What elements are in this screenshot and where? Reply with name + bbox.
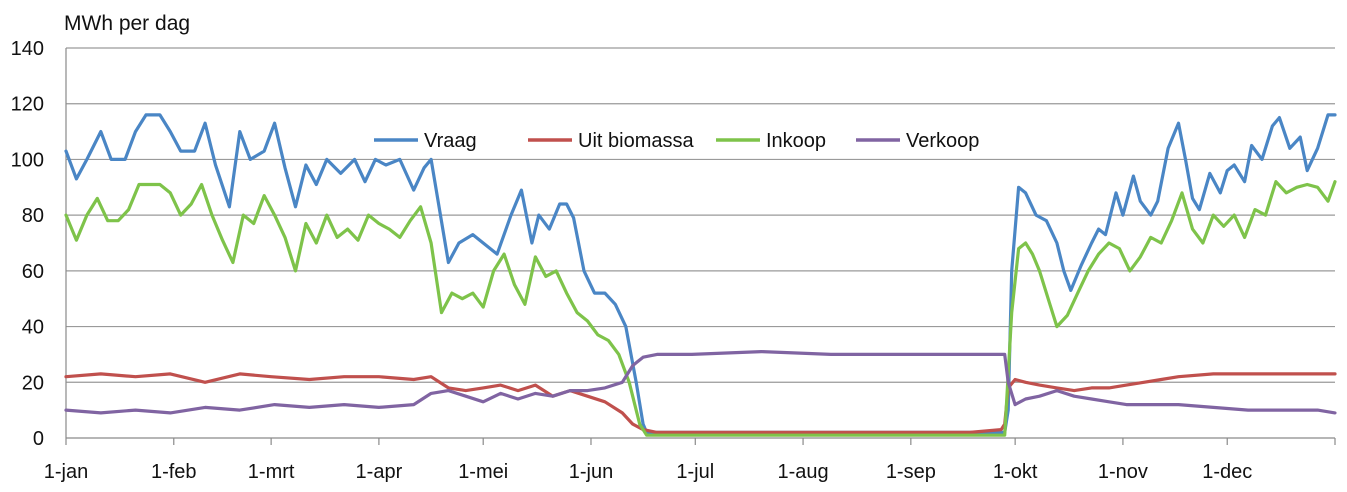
y-tick-label: 140 [11, 38, 44, 60]
x-tick-label: 1-okt [993, 461, 1038, 483]
series-lines [64, 113, 1337, 437]
y-tick-label: 60 [22, 261, 44, 283]
legend-label: Vraag [424, 130, 477, 152]
y-tick-label: 0 [33, 428, 44, 450]
series-line-inkoop [64, 180, 1337, 437]
x-tick-label: 1-nov [1098, 461, 1148, 483]
x-tick-label: 1-apr [356, 461, 403, 483]
x-tick-label: 1-jun [569, 461, 613, 483]
gridlines [66, 47, 1335, 383]
legend-label: Uit biomassa [578, 130, 694, 152]
x-tick-label: 1-jan [44, 461, 88, 483]
legend-label: Verkoop [906, 130, 979, 152]
y-tick-label: 80 [22, 205, 44, 227]
legend-label: Inkoop [766, 130, 826, 152]
x-tick-label: 1-feb [151, 461, 197, 483]
x-tick-label: 1-jul [676, 461, 714, 483]
series-line-vraag [64, 113, 1337, 434]
y-tick-label: 40 [22, 317, 44, 339]
x-tick-label: 1-mei [458, 461, 508, 483]
axes: 0 20 40 60 80 100 120 140 1-jan 1-feb 1-mrt 1-apr 1-… [11, 38, 1336, 483]
y-tick-label: 20 [22, 372, 44, 394]
legend: Vraag Uit biomassa Inkoop Verkoop [374, 130, 979, 152]
y-tick-label: 120 [11, 94, 44, 116]
x-tick-label: 1-mrt [248, 461, 295, 483]
series-line-verkoop [64, 350, 1337, 415]
x-tick-label: 1-aug [777, 461, 828, 483]
y-axis-unit-label: MWh per dag [64, 12, 190, 35]
y-tick-label: 100 [11, 149, 44, 171]
x-tick-label: 1-sep [886, 461, 936, 483]
x-tick-label: 1-dec [1202, 461, 1252, 483]
